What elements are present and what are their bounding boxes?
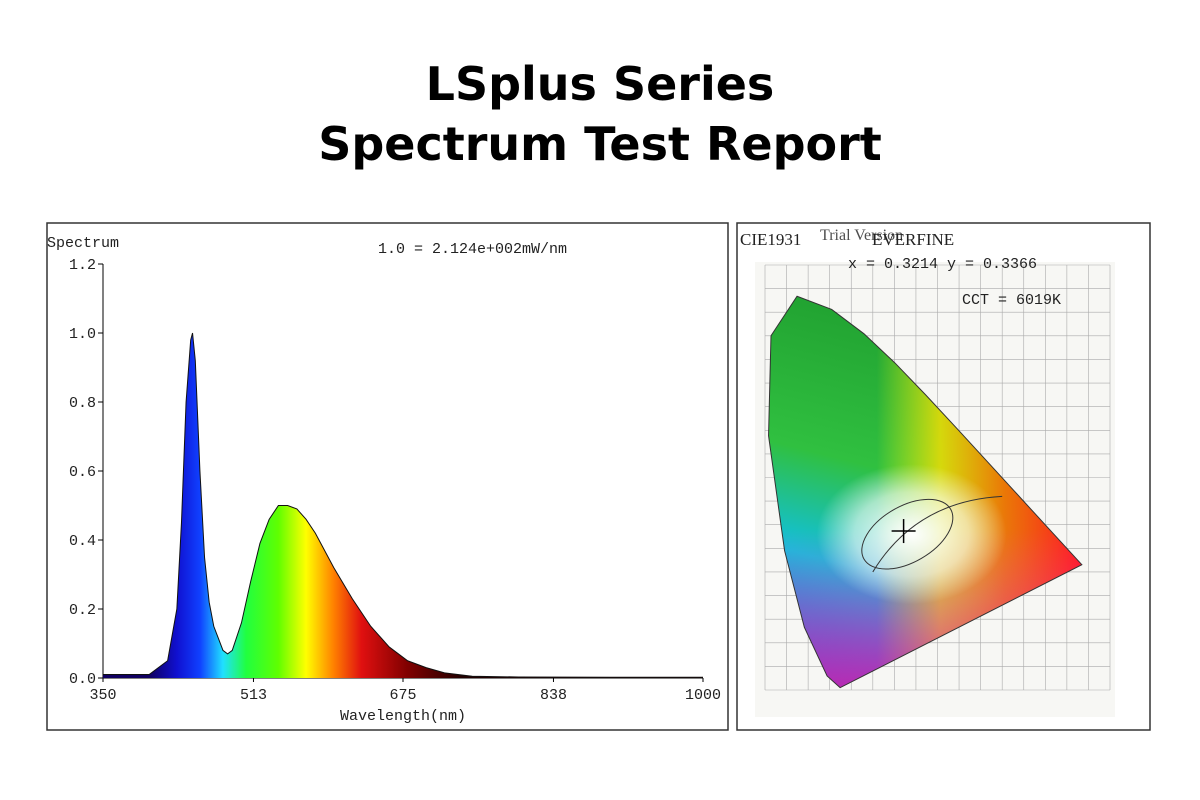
panel [736,222,1151,731]
cct: CCT = 6019K [962,292,1061,309]
title: Spectrum Test Report [318,117,882,171]
x-tick-label: 675 [389,687,416,704]
spectrum-line [103,332,703,678]
locus-outline [768,295,1083,689]
spectrum-area [103,333,703,678]
annotation: 1.0 = 2.124e+002mW/nm [378,241,567,258]
watermark: Trial Version [820,227,903,244]
coordinates: x = 0.3214 y = 0.3366 [848,256,1037,273]
planckian-locus [872,495,1003,573]
x-tick-label: 838 [540,687,567,704]
x-tick-label: 350 [89,687,116,704]
region-outline [861,498,954,570]
panel [46,222,729,731]
y-tick-label: 0.2 [69,602,96,619]
title: LSplus Series [426,57,775,111]
chart-title: CIE1931 [740,230,801,249]
y-tick-label: 1.2 [69,257,96,274]
y-tick-label: 0.6 [69,464,96,481]
y-tick-label: 0.4 [69,533,96,550]
y-tick-label: 0.8 [69,395,96,412]
white-area [816,464,1007,605]
x-tick-label: 1000 [685,687,721,704]
spectrum-chart: 0.0 0.2 0.4 0.6 0.8 1.0 1.2 350 513 675 838 1000 Spe… [47,235,721,725]
chart-title: Spectrum [47,235,119,252]
x-tick-label: 513 [240,687,267,704]
y-tick-label: 0.0 [69,671,96,688]
brand: EVERFINE [872,230,954,249]
y-tick-label: 1.0 [69,326,96,343]
x-axis-label: Wavelength(nm) [340,708,466,725]
